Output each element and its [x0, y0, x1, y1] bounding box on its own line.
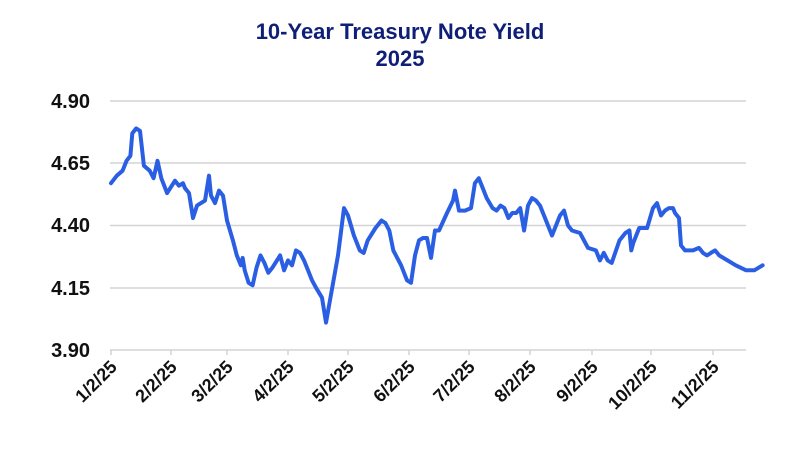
x-tick-label: 10/2/25	[604, 357, 661, 414]
yield-series-line	[109, 126, 765, 325]
x-tick-label: 9/2/25	[552, 357, 602, 407]
y-tick-label: 4.90	[51, 91, 90, 113]
y-tick-label: 3.90	[51, 340, 90, 362]
x-tick-label: 1/2/25	[71, 357, 121, 407]
x-tick-label: 5/2/25	[308, 357, 358, 407]
x-tick-label: 8/2/25	[490, 357, 540, 407]
x-axis-labels: 1/2/25 2/2/25 3/2/25 4/2/25 5/2/25 6/2/2…	[71, 357, 723, 414]
x-tick-label: 7/2/25	[429, 357, 479, 407]
x-tick-label: 3/2/25	[187, 357, 237, 407]
gridlines	[110, 100, 746, 351]
x-tick-label: 11/2/25	[667, 357, 723, 413]
x-tick-label: 4/2/25	[248, 357, 298, 407]
chart-subtitle: 2025	[375, 46, 425, 71]
y-axis-labels: 4.90 4.65 4.40 4.15 3.90	[51, 91, 90, 362]
y-tick-label: 4.15	[51, 278, 90, 300]
y-tick-label: 4.40	[51, 215, 90, 237]
x-tick-label: 6/2/25	[369, 357, 419, 407]
x-tick-label: 2/2/25	[131, 357, 181, 407]
chart-title: 10-Year Treasury Note Yield	[255, 19, 545, 44]
y-tick-label: 4.65	[51, 153, 90, 175]
x-tick-marks	[110, 350, 714, 355]
